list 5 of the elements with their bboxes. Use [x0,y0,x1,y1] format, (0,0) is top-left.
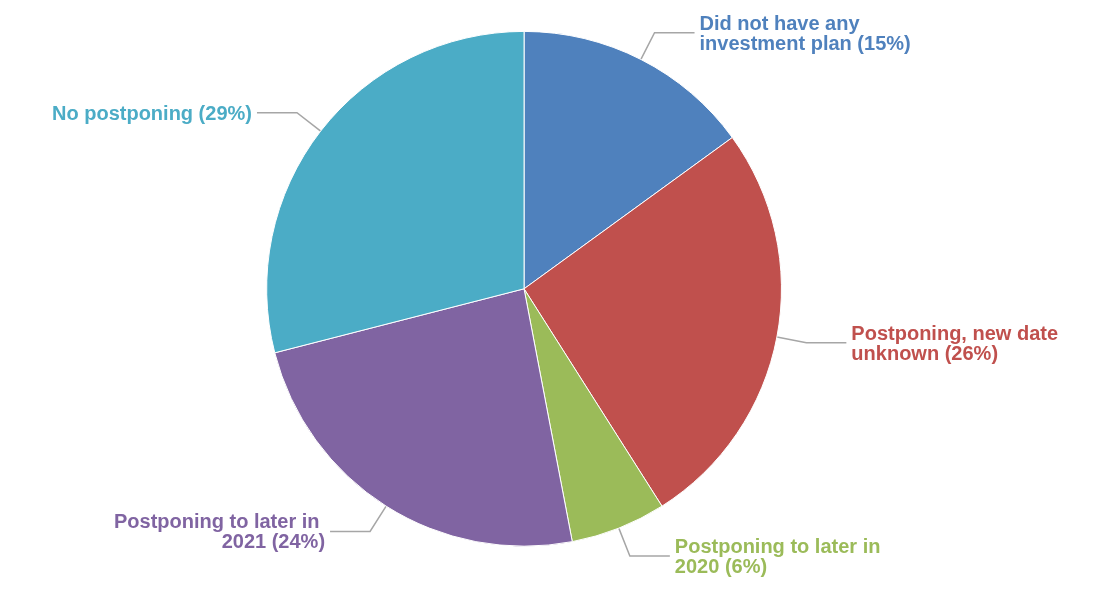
slice-label: No postponing (29%) [51,101,252,124]
slice-label: Postponing to later in 2021 (24%) [113,510,326,553]
slice-label: Did not have any investment plan (15%) [699,11,911,54]
slice-label: Postponing, new date unknown (26%) [851,321,1064,364]
slice-label: Postponing to later in 2020 (6%) [674,535,886,578]
